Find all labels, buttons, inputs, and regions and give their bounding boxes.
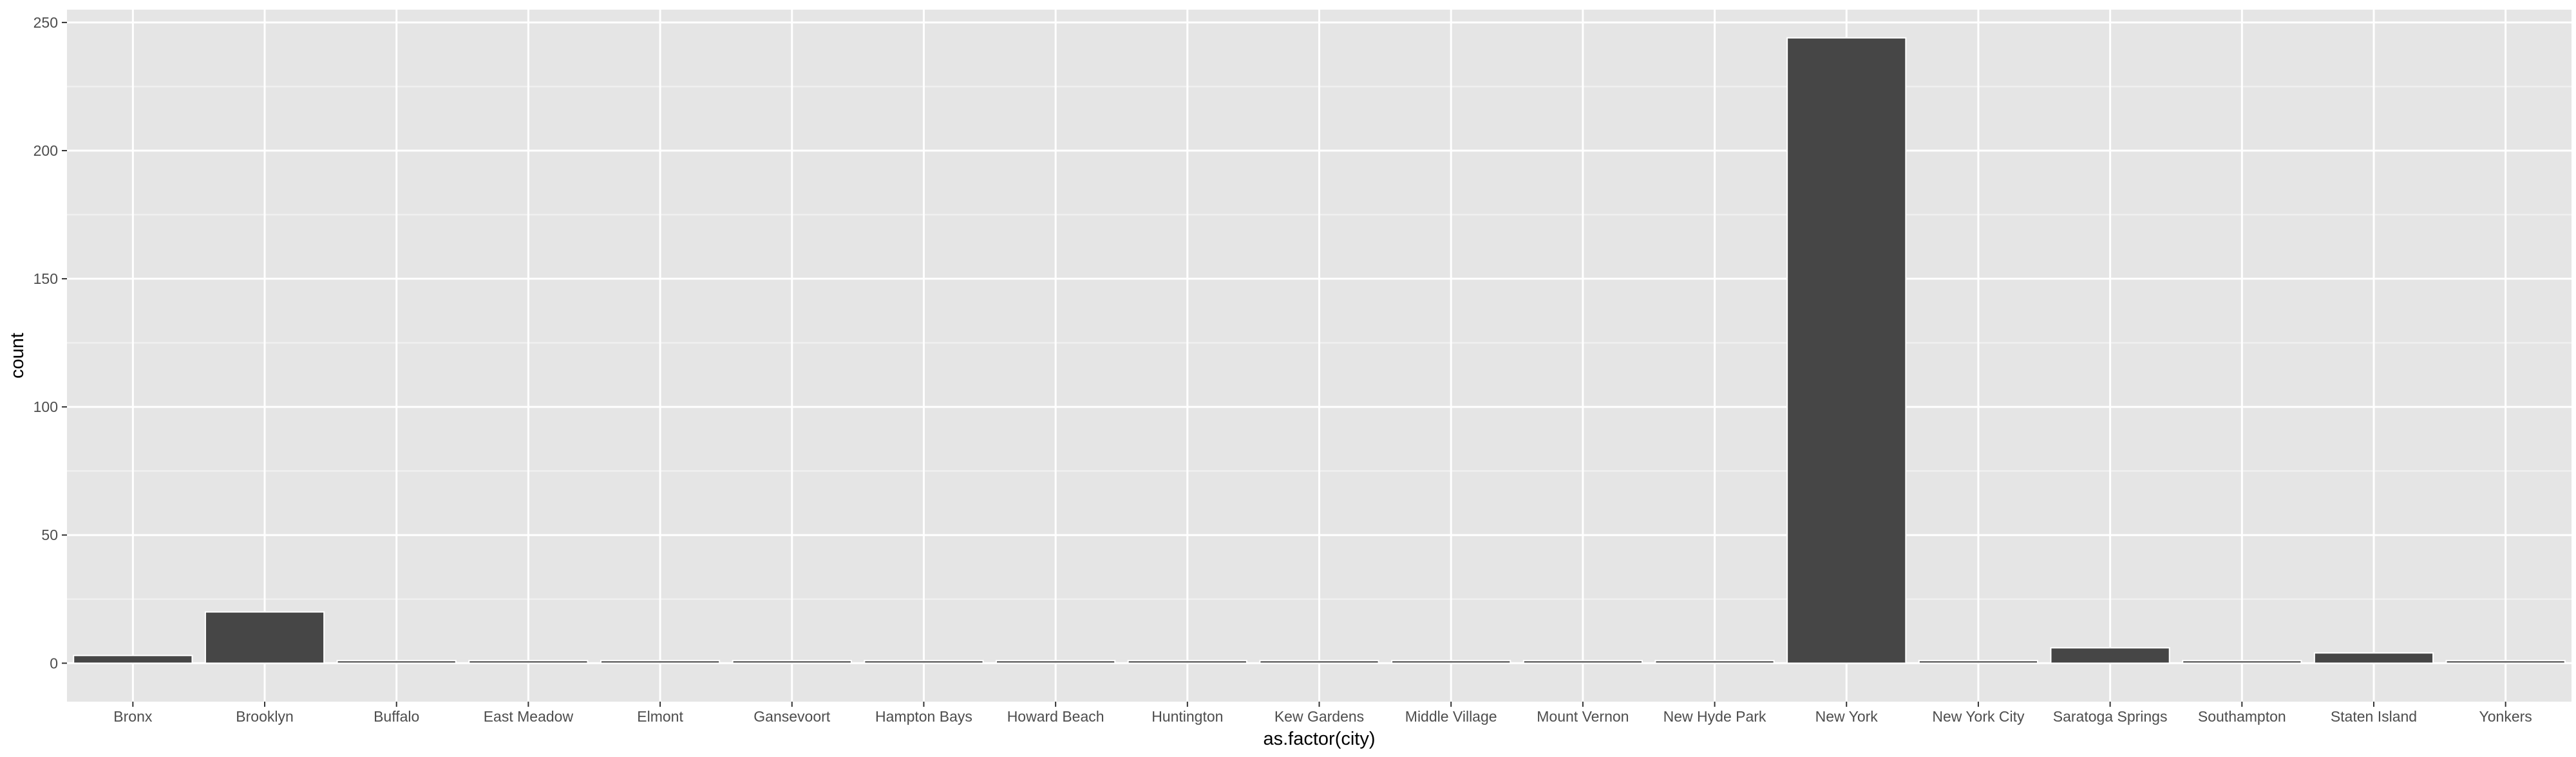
bar-bronx <box>73 655 193 664</box>
bar-gansevoort <box>732 660 852 664</box>
x-tick-label: Middle Village <box>1405 708 1497 725</box>
bar-new-york-city <box>1918 660 2039 664</box>
major-grid <box>67 10 2571 702</box>
bar-middle-village <box>1391 660 1511 664</box>
x-tick-label: East Meadow <box>484 708 574 725</box>
x-tick-label: Brooklyn <box>236 708 293 725</box>
x-tick-label: Kew Gardens <box>1274 708 1364 725</box>
bar-yonkers <box>2445 660 2566 664</box>
bar-elmont <box>600 660 721 664</box>
x-axis-ticks: Bronx Brooklyn Buffalo East Meadow Elmont Gan… <box>113 702 2532 725</box>
y-tick-label: 0 <box>50 655 58 671</box>
x-tick-label: Gansevoort <box>753 708 831 725</box>
bar-kew-gardens <box>1259 660 1379 664</box>
x-axis-title: as.factor(city) <box>1263 729 1375 749</box>
y-tick-label: 200 <box>33 142 58 159</box>
x-tick-label: Elmont <box>637 708 683 725</box>
x-tick-label: Bronx <box>113 708 153 725</box>
bar-saratoga-springs <box>2050 647 2170 664</box>
x-tick-label: Yonkers <box>2479 708 2532 725</box>
bar-brooklyn <box>204 611 325 664</box>
x-tick-label: New York City <box>1932 708 2025 725</box>
bar-mount-vernon <box>1522 660 1643 664</box>
bar-southampton <box>2182 660 2302 664</box>
y-tick-label: 50 <box>41 527 58 543</box>
x-tick-label: New Hyde Park <box>1663 708 1766 725</box>
bar-staten-island <box>2313 652 2434 664</box>
bar-east-meadow <box>468 660 589 664</box>
y-tick-label: 100 <box>33 398 58 415</box>
y-tick-label: 150 <box>33 270 58 287</box>
x-tick-label: Buffalo <box>374 708 419 725</box>
bar-new-york <box>1786 37 1907 664</box>
x-tick-label: Mount Vernon <box>1537 708 1629 725</box>
y-axis-title: count <box>7 333 28 378</box>
x-tick-label: Southampton <box>2198 708 2286 725</box>
bars <box>73 37 2566 664</box>
y-axis-ticks: 0 50 100 150 200 250 <box>33 14 67 671</box>
bar-buffalo <box>336 660 457 664</box>
bar-new-hyde-park <box>1654 660 1775 664</box>
bar-huntington <box>1127 660 1247 664</box>
x-tick-label: Hampton Bays <box>875 708 972 725</box>
x-tick-label: Huntington <box>1151 708 1223 725</box>
x-tick-label: Howard Beach <box>1007 708 1104 725</box>
bar-howard-beach <box>996 660 1116 664</box>
y-tick-label: 250 <box>33 14 58 31</box>
x-tick-label: Staten Island <box>2331 708 2417 725</box>
bar-hampton-bays <box>864 660 984 664</box>
x-tick-label: New York <box>1815 708 1879 725</box>
x-tick-label: Saratoga Springs <box>2053 708 2168 725</box>
